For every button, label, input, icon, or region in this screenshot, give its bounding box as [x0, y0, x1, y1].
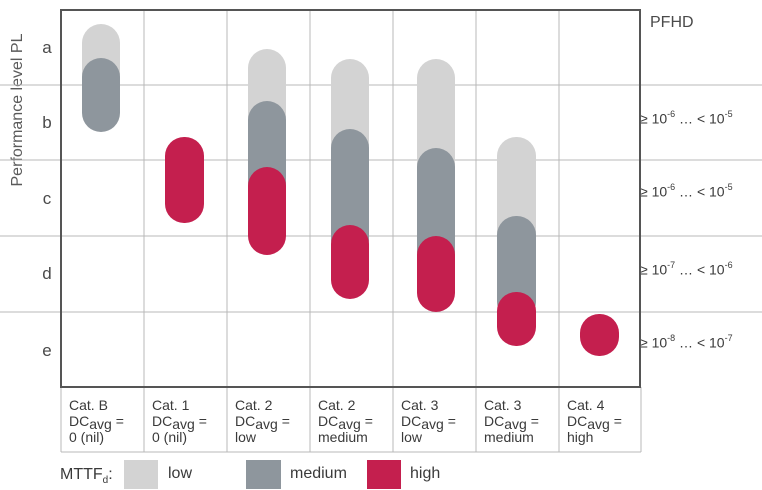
pfhd-range-d: ≥ 10-7 … < 10-6 [640, 260, 733, 278]
legend-label-medium: medium [290, 465, 347, 482]
pl-level-a: a [42, 38, 52, 57]
pl-level-d: d [42, 264, 52, 283]
cat-label-2-medium: Cat. 2 DCavg = medium [318, 397, 373, 445]
bar-cat4-high [580, 314, 619, 356]
pl-level-e: e [42, 341, 52, 360]
grid-border [60, 9, 641, 388]
legend-swatch-medium [246, 460, 281, 489]
legend-title: MTTFd: [60, 466, 113, 487]
bar-cat3b-high [497, 292, 536, 346]
pfhd-range-e: ≥ 10-8 … < 10-7 [640, 333, 733, 351]
bar-cat3a-high [417, 236, 455, 312]
pfhd-range-c: ≥ 10-6 … < 10-5 [640, 182, 733, 200]
legend-swatch-high [367, 460, 401, 489]
bar-cat2b-medium [331, 129, 369, 259]
pfhd-header: PFHD [650, 14, 694, 31]
cat-label-2-low: Cat. 2 DCavg = low [235, 397, 290, 445]
bar-cat2b-high [331, 225, 369, 299]
bar-cat1-high [165, 137, 204, 223]
cat-label-4: Cat. 4 DCavg = high [567, 397, 622, 445]
pl-level-b: b [42, 113, 52, 132]
cat-label-3-low: Cat. 3 DCavg = low [401, 397, 456, 445]
bar-catb-medium [82, 58, 120, 132]
cat-label-1: Cat. 1 DCavg = 0 (nil) [152, 397, 207, 445]
legend-swatch-low [124, 460, 158, 489]
cat-label-b: Cat. B DCavg = 0 (nil) [69, 397, 124, 445]
pfhd-range-b: ≥ 10-6 … < 10-5 [640, 109, 733, 127]
legend-label-low: low [168, 465, 193, 482]
cat-label-3-medium: Cat. 3 DCavg = medium [484, 397, 539, 445]
pl-level-c: c [42, 189, 52, 208]
bar-cat2a-high [248, 167, 286, 255]
legend-label-high: high [410, 465, 441, 482]
